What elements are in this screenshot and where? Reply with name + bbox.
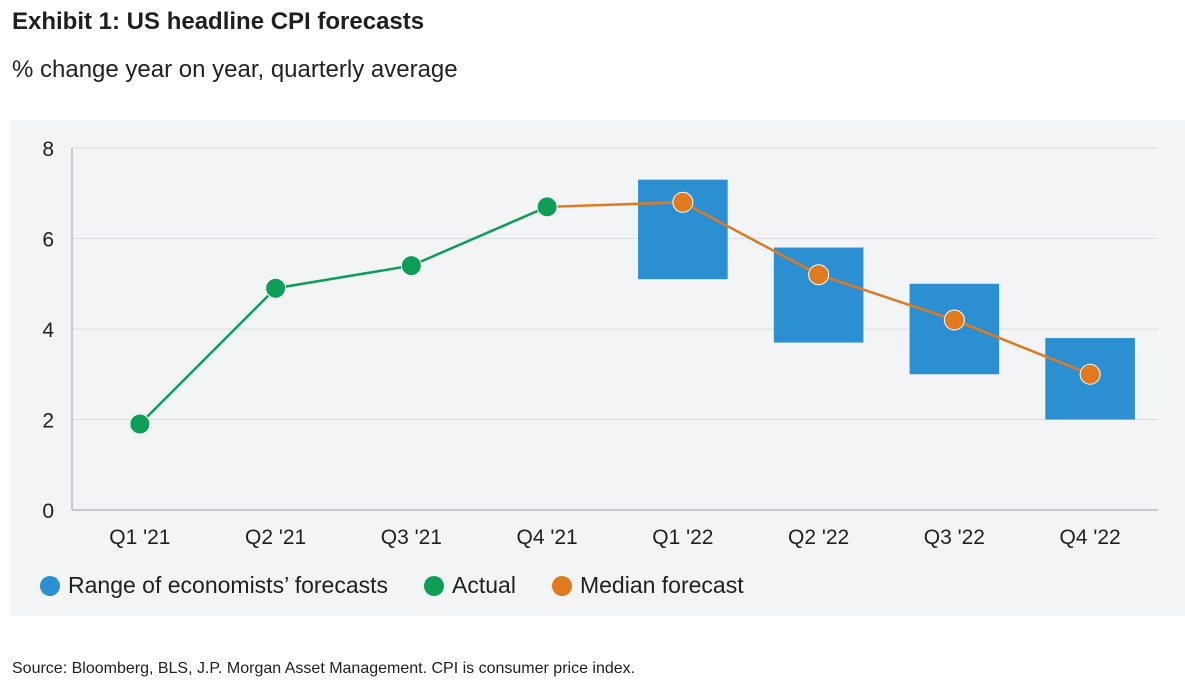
chart-title: Exhibit 1: US headline CPI forecasts <box>12 8 425 35</box>
y-tick-label: 2 <box>42 410 54 433</box>
median-forecast-point <box>808 264 830 286</box>
y-tick-label: 0 <box>42 500 54 523</box>
actual-point <box>536 196 558 218</box>
median-forecast-point <box>1079 363 1101 385</box>
actual-point <box>265 277 287 299</box>
actual-line <box>138 205 548 425</box>
range-bar-Q222 <box>773 247 864 343</box>
y-tick-label: 4 <box>42 319 54 342</box>
legend-label-median: Median forecast <box>579 572 744 598</box>
actual-point <box>129 413 151 435</box>
legend-swatch-actual <box>424 575 445 596</box>
legend-item-median: Median forecast <box>551 572 744 599</box>
x-tick-label: Q2 '22 <box>788 526 849 549</box>
x-tick-label: Q4 '22 <box>1060 526 1121 549</box>
legend-label-actual: Actual <box>452 572 516 598</box>
median-forecast-point <box>943 309 965 331</box>
x-tick-label: Q4 '21 <box>517 526 578 549</box>
legend-swatch-median <box>551 575 572 596</box>
source-note: Source: Bloomberg, BLS, J.P. Morgan Asse… <box>12 660 636 677</box>
legend-item-range: Range of economists’ forecasts <box>40 572 388 599</box>
y-tick-label: 8 <box>42 138 54 161</box>
actual-point <box>400 255 422 277</box>
x-tick-label: Q1 '22 <box>652 526 713 549</box>
x-tick-label: Q3 '21 <box>381 526 442 549</box>
x-tick-label: Q1 '21 <box>109 526 170 549</box>
chart-subtitle: % change year on year, quarterly average <box>12 56 458 83</box>
legend-item-actual: Actual <box>424 572 516 599</box>
x-tick-label: Q2 '21 <box>245 526 306 549</box>
x-tick-label: Q3 '22 <box>924 526 985 549</box>
legend: Range of economists’ forecasts Actual Me… <box>40 572 780 599</box>
y-tick-label: 6 <box>42 229 54 252</box>
legend-label-range: Range of economists’ forecasts <box>68 572 389 598</box>
median-forecast-point <box>672 191 694 213</box>
legend-swatch-range <box>40 575 60 596</box>
